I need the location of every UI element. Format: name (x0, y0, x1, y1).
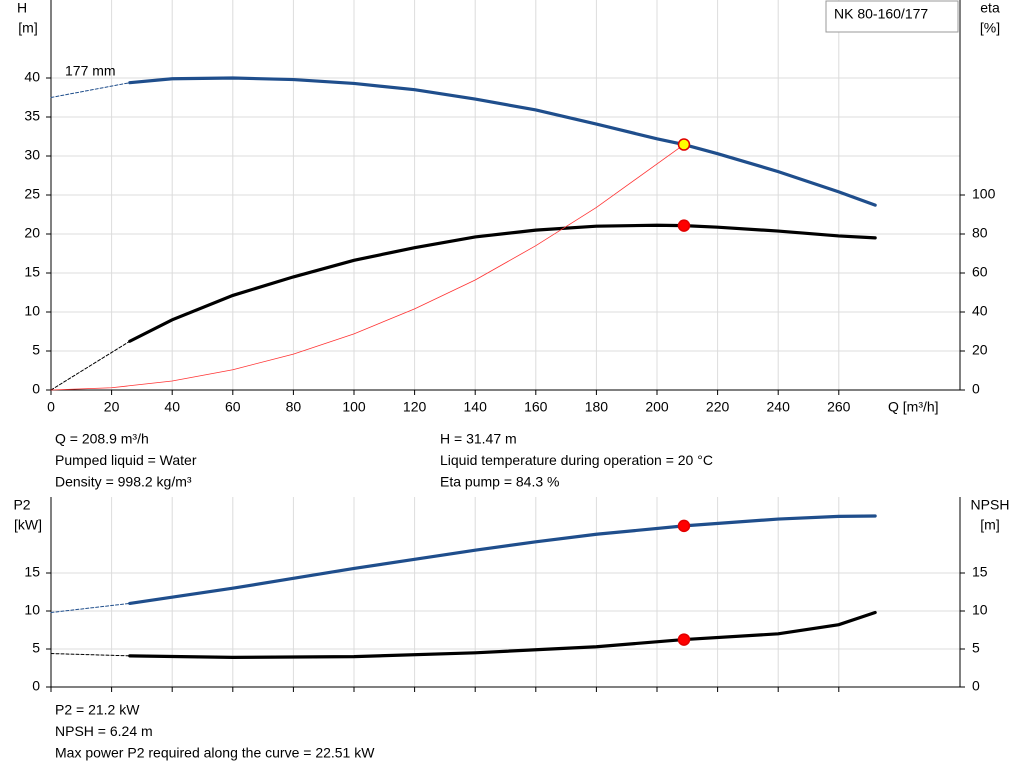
curve (50, 602, 131, 614)
y-tick-label: 40 (24, 69, 40, 85)
y-tick-label: 15 (24, 264, 40, 280)
x-tick-label: 60 (225, 399, 241, 415)
y-axis-label: H (17, 0, 27, 16)
x-axis-label: Q [m³/h] (888, 399, 939, 415)
curve (50, 82, 131, 98)
y-tick-label: 5 (32, 640, 40, 656)
y-axis-label: P2 (13, 497, 30, 513)
info-text: NPSH = 6.24 m (55, 723, 153, 739)
operating-point (677, 519, 691, 533)
y-axis-label: [kW] (14, 517, 42, 533)
x-tick-label: 20 (104, 399, 120, 415)
info-text: Eta pump = 84.3 % (440, 474, 559, 490)
y2-tick-label: 10 (972, 602, 988, 618)
y-tick-label: 5 (32, 342, 40, 358)
plots: 0 20 40 60 80 100 120 140 160 180 200 220 240 2600510… (13, 0, 1009, 761)
y-tick-label: 30 (24, 147, 40, 163)
y2-tick-label: 60 (972, 264, 988, 280)
y-tick-label: 15 (24, 564, 40, 580)
y-tick-label: 0 (32, 678, 40, 694)
chart-title: NK 80-160/177 (834, 6, 928, 22)
y-tick-label: 10 (24, 303, 40, 319)
y2-axis-label: NPSH (971, 497, 1010, 513)
y2-axis-label: [m] (980, 517, 999, 533)
operating-point (677, 219, 691, 232)
x-tick-label: 40 (164, 399, 180, 415)
x-tick-label: 120 (403, 399, 427, 415)
curve (128, 514, 877, 605)
x-tick-label: 180 (585, 399, 609, 415)
x-tick-label: 100 (342, 399, 366, 415)
y2-axis-label: eta (980, 0, 1000, 16)
operating-point (677, 138, 691, 151)
y2-tick-label: 0 (972, 381, 980, 397)
y2-tick-label: 20 (972, 342, 988, 358)
y2-tick-label: 40 (972, 303, 988, 319)
info-text: Density = 998.2 kg/m³ (55, 474, 192, 490)
curve (128, 610, 877, 659)
y-tick-label: 10 (24, 602, 40, 618)
info-text: Q = 208.9 m³/h (55, 431, 149, 447)
curve (50, 340, 131, 391)
curve (50, 144, 685, 391)
y-tick-label: 25 (24, 186, 40, 202)
x-tick-label: 80 (286, 399, 302, 415)
x-tick-label: 220 (706, 399, 730, 415)
curve (50, 653, 131, 657)
y-tick-label: 20 (24, 225, 40, 241)
info-text: H = 31.47 m (440, 431, 517, 447)
plot: 0 20 40 60 80 100 120 140 160 180 200 220 240 2600510… (17, 0, 1000, 490)
operating-point (677, 633, 691, 646)
x-tick-label: 200 (645, 399, 669, 415)
info-text: P2 = 21.2 kW (55, 702, 140, 718)
plot: 0 5 10 15 0 5 10 15 P2 [kW] NPSH [m] P2 = 21.2 kW NPS… (13, 497, 1009, 761)
info-text: Pumped liquid = Water (55, 452, 197, 468)
y2-tick-label: 80 (972, 225, 988, 241)
y2-tick-label: 5 (972, 640, 980, 656)
y2-tick-label: 100 (972, 186, 996, 202)
x-tick-label: 140 (464, 399, 488, 415)
x-tick-label: 160 (524, 399, 548, 415)
x-tick-label: 240 (767, 399, 791, 415)
y2-tick-label: 0 (972, 678, 980, 694)
x-tick-label: 0 (47, 399, 55, 415)
y-tick-label: 0 (32, 381, 40, 397)
info-text: Max power P2 required along the curve = … (55, 745, 375, 761)
y2-axis-label: [%] (980, 20, 1000, 36)
y-tick-label: 35 (24, 108, 40, 124)
x-tick-label: 260 (827, 399, 851, 415)
curve (128, 76, 877, 207)
y2-tick-label: 15 (972, 564, 988, 580)
title-box (825, 0, 959, 33)
curve-label: 177 mm (65, 63, 116, 79)
curve (128, 223, 877, 343)
y-axis-label: [m] (18, 20, 37, 36)
info-text: Liquid temperature during operation = 20… (440, 452, 713, 468)
